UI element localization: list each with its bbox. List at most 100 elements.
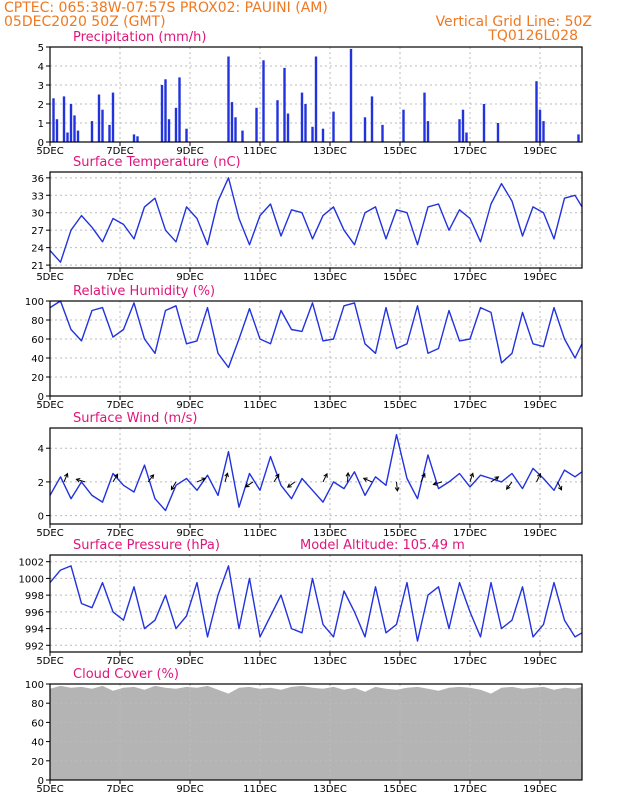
x-tick-label: 5DEC: [36, 784, 63, 795]
precip-bar: [262, 60, 265, 142]
cloud-cover-area: [50, 685, 582, 780]
x-tick-label: 19DEC: [523, 528, 557, 539]
y-tick-label: 36: [31, 174, 44, 185]
precip-bar: [304, 104, 307, 142]
x-tick-label: 5DEC: [36, 656, 63, 667]
precip-bar: [465, 132, 468, 142]
precip-bar: [66, 132, 69, 142]
precip-bar: [52, 98, 55, 142]
precip-bar: [167, 119, 171, 142]
wind-arrow: [63, 472, 69, 483]
panel-frame: [49, 554, 583, 653]
panel-3: 0 20 40 60 80 100 5DEC 7DEC 9DEC 11DEC 13DEC 15DEC 1…: [25, 284, 583, 411]
precip-bar: [55, 119, 59, 142]
x-tick-label: 17DEC: [453, 400, 487, 411]
precip-bar: [300, 92, 304, 142]
x-tick-label: 9DEC: [176, 272, 203, 283]
precip-bar: [174, 107, 178, 142]
wind-arrow: [394, 481, 400, 492]
panel-frame: [49, 683, 583, 781]
x-tick-label: 5DEC: [36, 272, 63, 283]
x-tick-label: 11DEC: [243, 146, 277, 157]
precip-bar: [363, 117, 367, 142]
panel-title: Cloud Cover (%): [73, 667, 179, 682]
header-run-date: 05DEC2020 50Z (GMT): [4, 14, 166, 30]
y-tick-label: 21: [31, 261, 44, 272]
header-model-id: TQ0126L028: [488, 28, 578, 44]
y-tick-label: 4: [38, 62, 44, 73]
x-tick-label: 5DEC: [36, 528, 63, 539]
x-tick-label: 19DEC: [523, 272, 557, 283]
x-tick-label: 13DEC: [313, 528, 347, 539]
wind-arrow: [244, 481, 254, 488]
wind-arrow: [170, 481, 177, 491]
x-tick-label: 17DEC: [453, 146, 487, 157]
y-tick-label: 5: [38, 43, 44, 54]
precip-bar: [132, 134, 136, 142]
wind-arrow: [273, 473, 280, 483]
precip-bar: [577, 134, 580, 142]
wind-arrow: [536, 472, 542, 483]
x-tick-label: 9DEC: [176, 784, 203, 795]
y-tick-label: 60: [31, 718, 44, 729]
precip-bar: [111, 92, 115, 142]
x-tick-label: 19DEC: [523, 656, 557, 667]
y-tick-label: 996: [25, 608, 44, 619]
wind-arrow: [112, 473, 119, 483]
y-tick-label: 33: [31, 191, 44, 202]
wind-arrow: [196, 477, 207, 483]
precip-bar: [73, 115, 76, 142]
wind-arrow: [75, 478, 86, 483]
x-tick-label: 13DEC: [313, 400, 347, 411]
y-tick-label: 2: [38, 478, 44, 489]
precip-bar: [234, 117, 237, 142]
wind-arrow: [490, 476, 500, 483]
precip-bar: [458, 119, 461, 142]
precip-bar: [241, 130, 244, 142]
x-tick-label: 13DEC: [313, 146, 347, 157]
precip-bar: [62, 96, 66, 142]
y-tick-label: 2: [38, 100, 44, 111]
precip-bar: [426, 121, 430, 142]
y-tick-label: 40: [31, 354, 44, 365]
y-tick-label: 100: [25, 297, 44, 308]
x-tick-label: 11DEC: [243, 272, 277, 283]
precip-bar: [276, 100, 279, 142]
x-tick-label: 9DEC: [176, 656, 203, 667]
x-tick-label: 17DEC: [453, 784, 487, 795]
panel-4: 0 2 4 5DEC 7DEC 9DEC 11DEC 13DEC 15DEC 17DEC 19DEC…: [36, 411, 583, 539]
y-tick-label: 1000: [19, 574, 44, 585]
x-tick-label: 7DEC: [106, 272, 133, 283]
precip-bar: [538, 109, 542, 142]
panel-6: 0 20 40 60 80 100 5DEC 7DEC 9DEC 11DEC 13DEC 15DEC 1…: [25, 667, 583, 795]
x-tick-label: 7DEC: [106, 784, 133, 795]
x-tick-label: 11DEC: [243, 400, 277, 411]
y-tick-label: 40: [31, 738, 44, 749]
y-tick-label: 27: [31, 226, 44, 237]
header-vertical-grid: Vertical Grid Line: 50Z: [435, 14, 592, 30]
panel-subtitle: Model Altitude: 105.49 m: [300, 538, 465, 553]
wind-arrow: [557, 481, 563, 491]
x-tick-label: 11DEC: [243, 784, 277, 795]
panel-5: 992 994 996 998 1000 1002 5DEC 7DEC 9DEC 11DEC 13D…: [19, 538, 583, 667]
precip-bar: [542, 121, 545, 142]
precip-bar: [178, 77, 181, 142]
series-line: [49, 434, 583, 512]
panel-title: Surface Pressure (hPa): [73, 538, 220, 553]
precip-bar: [230, 102, 234, 142]
x-tick-label: 11DEC: [243, 528, 277, 539]
x-tick-label: 13DEC: [313, 784, 347, 795]
precip-bar: [255, 107, 258, 142]
wind-arrow: [420, 472, 426, 483]
panel-title: Relative Humidity (%): [73, 284, 215, 299]
y-tick-label: 992: [25, 641, 44, 652]
precip-bar: [108, 124, 111, 142]
precip-bar: [101, 109, 104, 142]
precip-bar: [283, 67, 286, 142]
y-tick-label: 1002: [19, 558, 44, 569]
y-tick-label: 0: [38, 392, 44, 403]
y-tick-label: 0: [38, 776, 44, 787]
y-tick-label: 100: [25, 680, 44, 691]
x-tick-label: 5DEC: [36, 146, 63, 157]
